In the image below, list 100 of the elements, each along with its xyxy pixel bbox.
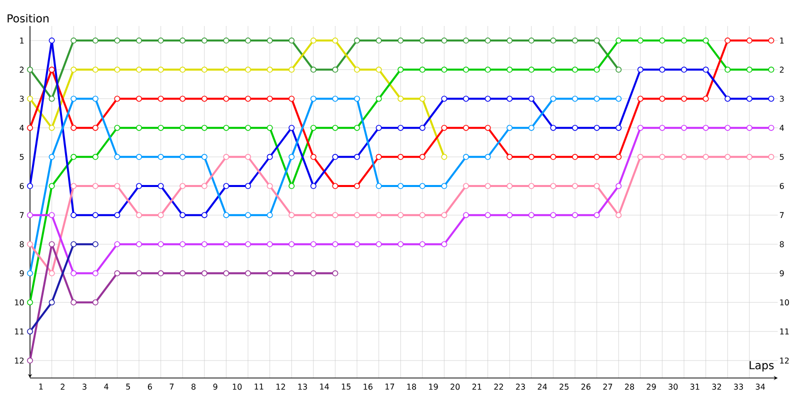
point [659, 66, 666, 73]
point [310, 124, 316, 131]
point [245, 270, 252, 276]
x-tick-label: 24 [538, 384, 547, 390]
point [724, 124, 731, 131]
point [572, 183, 578, 190]
point [572, 154, 578, 160]
point [158, 96, 164, 102]
y-tick-label: 9 [20, 270, 24, 276]
point [92, 124, 98, 131]
y-tick-label: 10 [15, 299, 24, 306]
point [354, 66, 360, 73]
x-tick-label: 30 [668, 384, 678, 390]
y2-tick-label: 3 [780, 96, 784, 102]
point [484, 96, 491, 102]
point [48, 66, 55, 73]
point [310, 241, 316, 248]
point [245, 66, 252, 73]
point [616, 154, 622, 160]
point [288, 154, 295, 160]
point [266, 270, 273, 276]
point [136, 212, 142, 218]
x-tick-label: 33 [734, 384, 743, 390]
point [441, 183, 448, 190]
x-tick-label: 14 [320, 384, 329, 390]
point [180, 96, 186, 102]
x-tick-label: 18 [407, 384, 416, 390]
point [702, 66, 709, 73]
point [376, 212, 382, 218]
point [136, 66, 142, 73]
point [245, 96, 252, 102]
point [484, 154, 491, 160]
point [92, 66, 98, 73]
point [48, 38, 55, 44]
point [48, 241, 55, 248]
point [419, 241, 426, 248]
point [376, 66, 382, 73]
point [332, 183, 338, 190]
point [441, 96, 448, 102]
y2-tick-label: 11 [780, 328, 789, 334]
point [419, 66, 426, 73]
point [201, 212, 208, 218]
point [310, 66, 316, 73]
x-tick-label: 32 [712, 384, 721, 390]
point [201, 270, 208, 276]
point [550, 96, 556, 102]
point [48, 299, 55, 306]
point [70, 212, 77, 218]
point [180, 212, 186, 218]
point [616, 183, 622, 190]
y2-tick-label: 9 [780, 270, 784, 276]
point [266, 96, 273, 102]
point [594, 96, 600, 102]
point [92, 299, 98, 306]
y-tick-label: 2 [20, 66, 24, 73]
point [114, 154, 120, 160]
point [158, 124, 164, 131]
point [398, 38, 404, 44]
x-tick-label: 29 [646, 384, 656, 390]
y2-tick-label: 12 [780, 358, 789, 364]
point [376, 38, 382, 44]
point [27, 212, 34, 218]
point [266, 241, 273, 248]
point [114, 212, 120, 218]
point [27, 328, 34, 334]
point [441, 124, 448, 131]
point [201, 154, 208, 160]
y2-tick-label: 4 [780, 124, 784, 131]
point [550, 38, 556, 44]
point [136, 241, 142, 248]
point [659, 96, 666, 102]
point [27, 96, 34, 102]
point [114, 270, 120, 276]
point [332, 96, 338, 102]
point [288, 183, 295, 190]
y-axis-title: Position [8, 14, 48, 22]
x-tick-label: 10 [232, 384, 242, 390]
point [158, 183, 164, 190]
point [332, 66, 338, 73]
point [310, 183, 316, 190]
point [354, 183, 360, 190]
point [659, 124, 666, 131]
point [70, 38, 77, 44]
point [266, 38, 273, 44]
point [441, 38, 448, 44]
point [245, 38, 252, 44]
point [201, 124, 208, 131]
point [398, 183, 404, 190]
point [616, 66, 622, 73]
x-tick-label: 3 [82, 384, 86, 390]
point [594, 154, 600, 160]
x-tick-label: 11 [254, 384, 264, 390]
point [114, 38, 120, 44]
point [594, 66, 600, 73]
point [528, 124, 534, 131]
point [245, 154, 252, 160]
point [288, 212, 295, 218]
point [681, 66, 688, 73]
x-tick-label: 21 [472, 384, 482, 390]
point [746, 124, 752, 131]
